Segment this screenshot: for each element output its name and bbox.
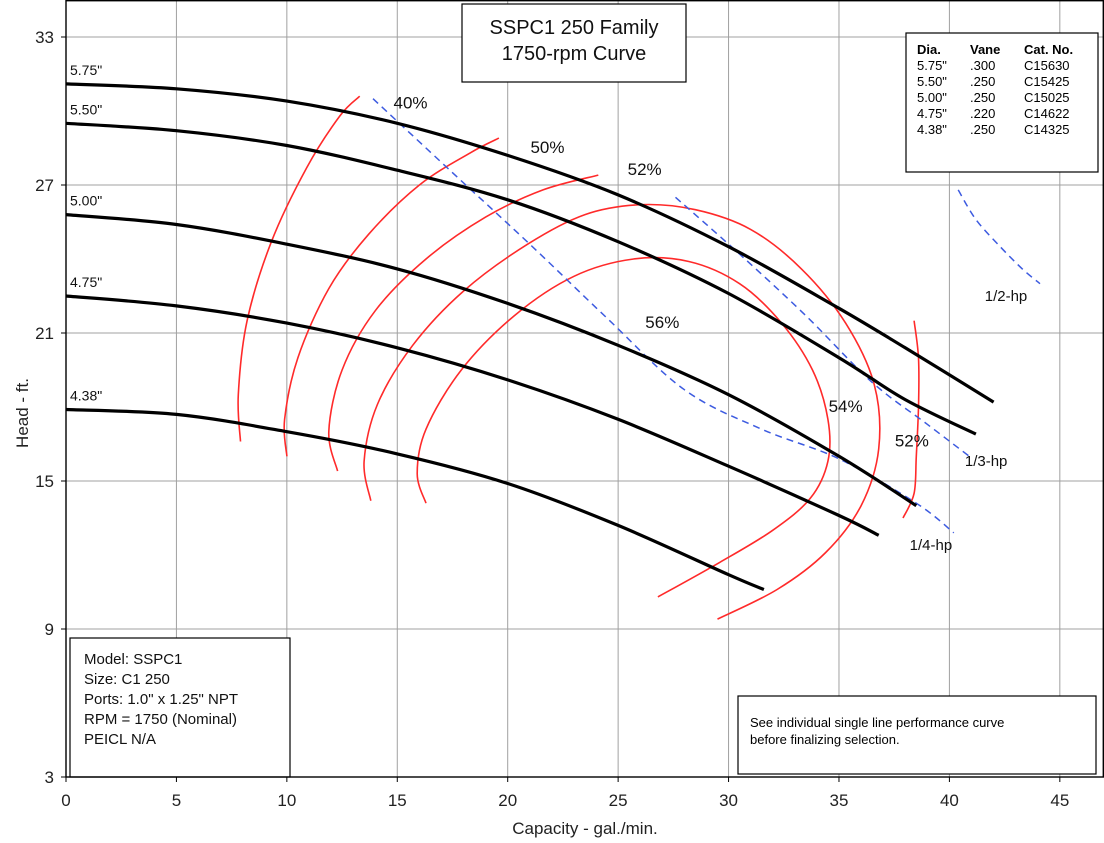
note-box-frame	[737, 695, 1097, 775]
head-curve-label-1: 5.50"	[70, 101, 102, 117]
info-box-frame	[69, 637, 291, 778]
table-header-dia: Dia.	[917, 42, 941, 57]
efficiency-label-2: 52%	[628, 160, 662, 179]
head-curve-1	[65, 121, 977, 436]
plot-frame	[65, 0, 1104, 778]
title-box-frame	[461, 3, 687, 83]
impeller-table-frame	[905, 32, 1099, 173]
hp-line-1	[675, 196, 970, 457]
efficiency-curve-2	[327, 174, 599, 472]
y-tick-label-21: 21	[35, 324, 54, 343]
info-lines: Model: SSPC1 Size: C1 250 Ports: 1.0" x 1.…	[84, 651, 238, 748]
table-header-vane: Vane	[970, 42, 1000, 57]
x-tick-label-40: 40	[940, 791, 959, 810]
impeller-table-rows: 5.75" .300 C15630 5.50" .250 C15425 5.00" .250 C…	[917, 58, 1070, 137]
title-box: SSPC1 250 Family 1750-rpm Curve	[461, 3, 687, 83]
table-cell-2-2: C15025	[1024, 90, 1070, 105]
x-tick-label-5: 5	[172, 791, 181, 810]
curve-labels: 5.75"5.50"5.00"4.75"4.38"40%50%52%56%54%…	[70, 62, 1027, 554]
table-cell-3-1: .220	[970, 106, 995, 121]
x-tick-label-25: 25	[609, 791, 628, 810]
x-axis-title: Capacity - gal./min.	[512, 819, 658, 838]
head-curve-label-3: 4.75"	[70, 274, 102, 290]
efficiency-label-5: 52%	[895, 431, 929, 450]
table-cell-0-2: C15630	[1024, 58, 1070, 73]
efficiency-curve-3	[363, 203, 881, 620]
efficiency-label-1: 50%	[530, 138, 564, 157]
chart-title-line-1: SSPC1 250 Family	[490, 17, 659, 39]
table-cell-1-2: C15425	[1024, 74, 1070, 89]
table-cell-0-1: .300	[970, 58, 995, 73]
head-curve-label-4: 4.38"	[70, 387, 102, 403]
table-header-catno: Cat. No.	[1024, 42, 1073, 57]
y-tick-label-3: 3	[45, 768, 54, 787]
head-curve-3	[65, 294, 880, 537]
note-line-2: before finalizing selection.	[750, 732, 900, 747]
head-curve-label-2: 5.00"	[70, 193, 102, 209]
head-curve-4	[65, 407, 765, 591]
table-cell-4-1: .250	[970, 122, 995, 137]
efficiency-label-3: 56%	[645, 313, 679, 332]
table-cell-2-0: 5.00"	[917, 90, 947, 105]
info-line-0: Model: SSPC1	[84, 651, 182, 668]
y-axis-title: Head - ft.	[13, 378, 32, 448]
impeller-table: Dia. Vane Cat. No. 5.75" .300 C15630 5.50".…	[905, 32, 1099, 173]
hp-label-0: 1/4-hp	[910, 537, 953, 554]
info-box: Model: SSPC1 Size: C1 250 Ports: 1.0" x 1.…	[69, 637, 291, 778]
table-cell-3-0: 4.75"	[917, 106, 947, 121]
table-cell-1-0: 5.50"	[917, 74, 947, 89]
hp-label-2: 1/2-hp	[985, 288, 1028, 305]
table-cell-4-2: C14325	[1024, 122, 1070, 137]
table-cell-0-0: 5.75"	[917, 58, 947, 73]
info-line-4: PEICL N/A	[84, 731, 156, 748]
x-tick-label-15: 15	[388, 791, 407, 810]
x-tick-label-45: 45	[1050, 791, 1069, 810]
efficiency-label-4: 54%	[829, 397, 863, 416]
x-tick-label-20: 20	[498, 791, 517, 810]
efficiency-curve-4	[416, 256, 831, 598]
table-cell-3-2: C14622	[1024, 106, 1070, 121]
efficiency-label-0: 40%	[394, 94, 428, 113]
info-line-1: Size: C1 250	[84, 671, 170, 688]
x-tick-label-10: 10	[277, 791, 296, 810]
x-tick-label-30: 30	[719, 791, 738, 810]
info-line-3: RPM = 1750 (Nominal)	[84, 711, 237, 728]
x-tick-labels: 0 5 10 15 20 25 30 35 40 45	[61, 777, 1069, 810]
y-tick-label-15: 15	[35, 472, 54, 491]
hp-line-2	[957, 189, 1041, 285]
table-cell-4-0: 4.38"	[917, 122, 947, 137]
table-cell-2-1: .250	[970, 90, 995, 105]
efficiency-curves	[237, 95, 920, 620]
head-curves	[65, 82, 995, 591]
table-cell-1-1: .250	[970, 74, 995, 89]
x-tick-label-0: 0	[61, 791, 70, 810]
note-line-1: See individual single line performance c…	[750, 715, 1004, 730]
head-curve-2	[65, 213, 918, 508]
head-curve-0	[65, 82, 995, 404]
x-tick-label-35: 35	[830, 791, 849, 810]
note-box: See individual single line performance c…	[737, 695, 1097, 775]
y-tick-label-27: 27	[35, 176, 54, 195]
y-tick-labels: 3 9 15 21 27 33	[35, 28, 66, 787]
hp-label-1: 1/3-hp	[965, 453, 1008, 470]
y-tick-label-9: 9	[45, 620, 54, 639]
info-line-2: Ports: 1.0" x 1.25" NPT	[84, 691, 238, 708]
chart-title-line-2: 1750-rpm Curve	[502, 43, 647, 65]
head-curve-label-0: 5.75"	[70, 62, 102, 78]
efficiency-curve-1	[283, 137, 500, 457]
y-tick-label-33: 33	[35, 28, 54, 47]
